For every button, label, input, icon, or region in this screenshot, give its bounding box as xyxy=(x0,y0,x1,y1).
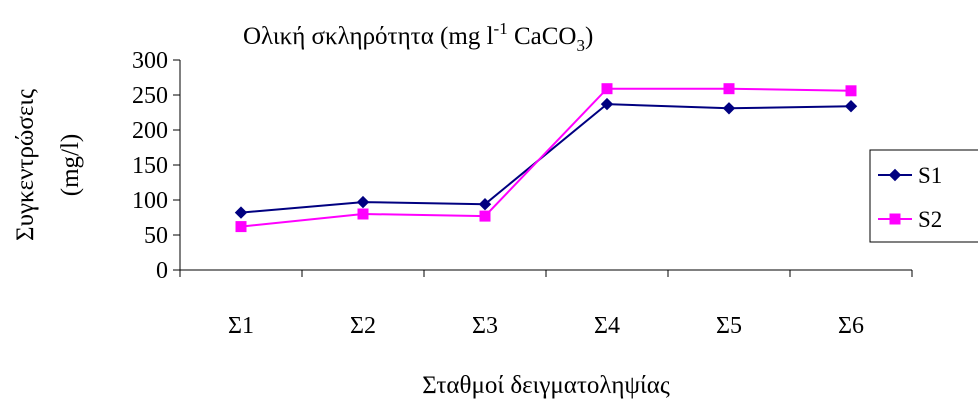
x-tick-label: Σ2 xyxy=(350,313,376,339)
y-tick-label: 0 xyxy=(156,258,168,284)
x-tick-label: Σ5 xyxy=(716,313,742,339)
y-tick-label: 150 xyxy=(132,153,168,179)
y-tick-label: 100 xyxy=(132,188,168,214)
legend-label: S2 xyxy=(918,207,942,232)
x-tick-label: Σ4 xyxy=(594,313,620,339)
data-point xyxy=(235,221,247,233)
legend: S1 S2 xyxy=(869,149,978,243)
data-point xyxy=(600,97,614,111)
legend-item-s1: S1 xyxy=(878,163,942,188)
y-axis-unit: (mg/l) xyxy=(57,134,84,197)
y-ticks: 0 50 100 150 200 250 300 xyxy=(132,48,180,284)
legend-label: S1 xyxy=(918,163,942,188)
x-tick-label: Σ6 xyxy=(838,313,864,339)
series-s2 xyxy=(235,83,857,233)
y-tick-label: 250 xyxy=(132,83,168,109)
chart-title: Ολική σκληρότητα (mg l-1 CaCO3) xyxy=(243,19,593,55)
x-axis-label: Σταθμοί δειγματοληψίας xyxy=(422,372,670,399)
data-point xyxy=(479,210,491,222)
data-point xyxy=(844,99,858,113)
data-point xyxy=(356,195,370,209)
y-axis-title: Συγκεντρώσεις (mg/l) xyxy=(12,89,84,241)
series-layer xyxy=(234,83,858,233)
y-tick-label: 300 xyxy=(132,48,168,74)
x-tick-label: Σ1 xyxy=(228,313,254,339)
x-ticks: Σ1 Σ2 Σ3 Σ4 Σ5 Σ6 xyxy=(179,270,913,339)
data-point xyxy=(723,83,735,95)
series-line xyxy=(240,87,852,228)
legend-swatch-marker xyxy=(889,213,901,225)
data-point xyxy=(845,85,857,97)
data-point xyxy=(357,208,369,220)
legend-swatch-marker xyxy=(888,168,902,182)
legend-box xyxy=(869,149,978,243)
series-line xyxy=(240,103,852,214)
y-axis-label: Συγκεντρώσεις xyxy=(12,89,39,241)
series-s1 xyxy=(234,97,858,219)
y-tick-label: 50 xyxy=(144,223,168,249)
plot-area xyxy=(179,60,912,271)
data-point xyxy=(234,206,248,219)
data-point xyxy=(722,102,736,115)
y-tick-label: 200 xyxy=(132,118,168,144)
legend-item-s2: S2 xyxy=(878,207,942,232)
x-tick-label: Σ3 xyxy=(472,313,498,339)
data-point xyxy=(601,83,613,95)
data-point xyxy=(478,197,492,211)
